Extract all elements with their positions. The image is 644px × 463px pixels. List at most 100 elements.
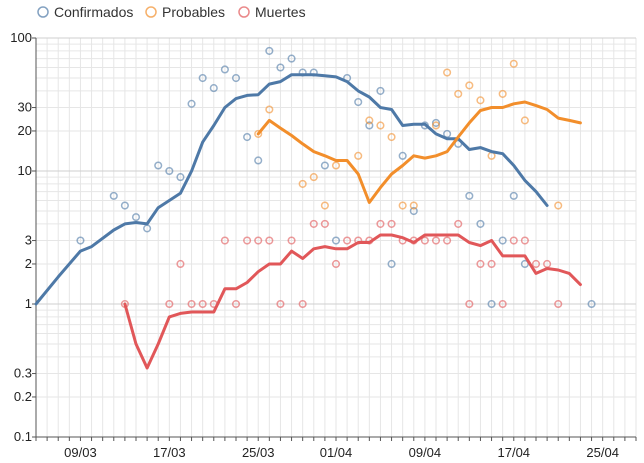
data-point	[243, 236, 252, 245]
data-point	[443, 236, 452, 245]
data-point	[431, 236, 441, 245]
data-point	[509, 59, 518, 68]
data-point	[520, 236, 529, 245]
y-tick-label: 0.3	[14, 366, 32, 381]
data-point	[254, 129, 263, 138]
grid	[35, 37, 637, 438]
data-point	[443, 68, 452, 77]
y-tick-label: 3	[25, 233, 32, 248]
data-point	[276, 63, 285, 72]
data-point	[498, 299, 507, 309]
legend-label: Probables	[162, 4, 225, 20]
x-tick-label: 09/03	[64, 445, 97, 460]
data-point	[376, 121, 385, 130]
series-probables	[254, 59, 563, 210]
data-point	[231, 73, 241, 83]
data-point	[198, 73, 207, 83]
data-point	[198, 299, 207, 309]
legend-label: Muertes	[255, 4, 306, 20]
data-point	[409, 201, 418, 210]
data-point	[220, 65, 229, 74]
y-tick-label: 10	[18, 163, 32, 178]
data-point	[343, 236, 352, 245]
y-tick-label: 100	[10, 30, 32, 45]
legend-item: Muertes	[238, 4, 306, 20]
data-point	[320, 201, 329, 210]
data-point	[254, 236, 263, 245]
data-point	[420, 236, 429, 245]
data-point	[176, 173, 185, 182]
data-point	[465, 191, 474, 200]
data-point	[454, 219, 463, 228]
data-point	[554, 299, 563, 309]
data-point	[209, 84, 218, 93]
data-point	[265, 236, 274, 245]
data-point	[231, 299, 241, 309]
data-point	[165, 299, 174, 309]
data-point	[398, 151, 407, 160]
x-tick-label: 09/04	[409, 445, 442, 460]
data-point	[365, 116, 374, 125]
data-point	[298, 299, 307, 309]
y-tick-label: 1	[25, 296, 32, 311]
data-point	[476, 96, 485, 105]
data-point	[476, 219, 485, 228]
data-point	[354, 151, 363, 160]
data-point	[309, 173, 318, 182]
data-point	[487, 259, 496, 269]
x-tick-label: 01/04	[320, 445, 353, 460]
data-point	[520, 259, 529, 269]
data-point	[509, 236, 518, 245]
legend-item: Confirmados	[37, 4, 133, 20]
legend-item: Probables	[145, 4, 225, 20]
x-tick-label: 17/04	[498, 445, 531, 460]
y-tick-label: 20	[18, 123, 32, 138]
data-point	[354, 97, 363, 107]
data-point	[498, 236, 507, 245]
data-point	[309, 219, 318, 228]
series-confirmados	[76, 46, 596, 309]
data-point	[331, 161, 341, 170]
data-point	[320, 219, 329, 228]
data-point	[287, 236, 296, 245]
x-tick-label: 25/04	[586, 445, 619, 460]
trend-probables	[256, 100, 582, 204]
legend: Confirmados Probables Muertes	[37, 4, 306, 20]
data-point	[387, 259, 396, 269]
data-point	[476, 259, 485, 269]
trend-line	[256, 100, 582, 204]
data-point	[331, 259, 341, 269]
data-point	[187, 299, 196, 309]
data-point	[398, 201, 407, 210]
legend-marker	[37, 6, 49, 18]
legend-label: Confirmados	[54, 4, 133, 20]
data-point	[376, 219, 385, 228]
series-muertes	[120, 219, 563, 309]
data-point	[498, 89, 507, 98]
data-point	[265, 105, 274, 114]
data-point	[431, 121, 441, 130]
axes: 0.1 0.2 0.3 1 2 3 10 20 30 100 09/03 17/03 25/03 01/0…	[10, 30, 637, 460]
y-tick-label: 2	[25, 256, 32, 271]
data-point	[465, 81, 474, 90]
data-point	[520, 116, 529, 125]
data-point	[131, 213, 141, 222]
data-point	[487, 299, 496, 309]
y-tick-label: 0.2	[14, 389, 32, 404]
data-point	[165, 166, 174, 176]
data-point	[331, 236, 341, 245]
data-point	[531, 259, 541, 269]
data-point	[587, 299, 596, 309]
data-point	[176, 259, 185, 269]
data-point	[265, 46, 274, 55]
data-point	[187, 99, 196, 108]
data-point	[554, 201, 563, 210]
x-tick-label: 17/03	[153, 445, 186, 460]
data-point	[120, 201, 129, 210]
data-point	[454, 89, 463, 98]
data-point	[365, 121, 374, 130]
y-tick-label: 0.1	[14, 429, 32, 444]
data-point	[287, 54, 296, 63]
x-tick-label: 25/03	[242, 445, 275, 460]
data-point	[220, 236, 229, 245]
